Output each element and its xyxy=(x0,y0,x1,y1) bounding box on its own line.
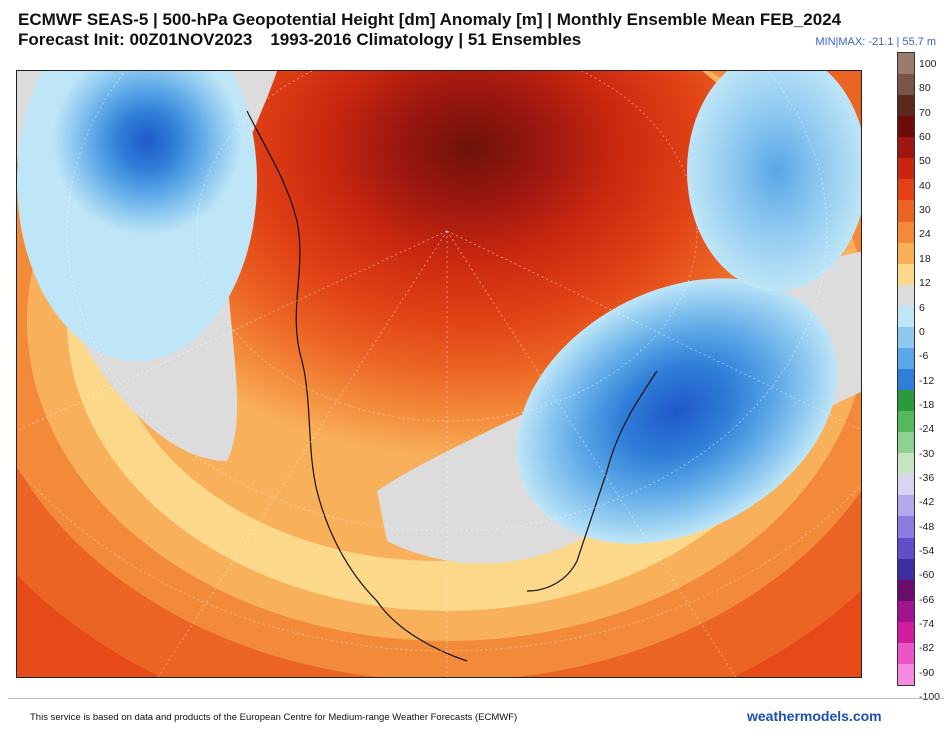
map-title-line1: ECMWF SEAS-5 | 500-hPa Geopotential Heig… xyxy=(18,10,842,29)
colorbar-tick-label: 18 xyxy=(919,252,931,265)
colorbar-tick-label: -90 xyxy=(919,666,935,679)
colorbar-segment xyxy=(898,158,914,180)
colorbar-tick-label: -48 xyxy=(919,520,935,533)
anomaly-map xyxy=(16,70,862,678)
colorbar-segment xyxy=(898,263,914,286)
colorbar-segment xyxy=(898,74,914,96)
colorbar-tick-label: -24 xyxy=(919,423,935,436)
colorbar-segment xyxy=(898,495,914,517)
colorbar-tick-label: -54 xyxy=(919,545,935,557)
colorbar-tick-label: 6 xyxy=(919,301,925,314)
colorbar-segment xyxy=(898,579,914,602)
colorbar-tick-label: 30 xyxy=(919,204,931,217)
colorbar-segment xyxy=(898,453,914,475)
footer-divider xyxy=(8,698,944,699)
colorbar-tick-label: 40 xyxy=(919,179,931,192)
colorbar-tick-label: -66 xyxy=(919,593,935,606)
colorbar-segment xyxy=(898,390,914,412)
colorbar-tick-label: 70 xyxy=(919,106,931,119)
colorbar-tick-label: 60 xyxy=(919,131,931,144)
colorbar-segment xyxy=(898,558,914,581)
colorbar-segment xyxy=(898,411,914,433)
anomaly-map-canvas xyxy=(17,71,861,677)
colorbar-segment xyxy=(898,663,914,686)
colorbar-tick-label: 12 xyxy=(919,277,931,290)
colorbar-segment xyxy=(898,516,914,539)
colorbar-segment xyxy=(898,326,914,349)
colorbar-segment xyxy=(898,432,914,454)
colorbar xyxy=(897,52,915,686)
colorbar-segment xyxy=(898,179,914,201)
brand-link[interactable]: weathermodels.com xyxy=(747,708,882,724)
colorbar-tick-label: 100 xyxy=(919,58,937,70)
colorbar-tick-label: -60 xyxy=(919,569,935,582)
colorbar-tick-label: -6 xyxy=(919,350,929,363)
footer-credit: This service is based on data and produc… xyxy=(30,712,518,723)
climatology-ensembles: 1993-2016 Climatology | 51 Ensembles xyxy=(270,30,582,49)
colorbar-segment xyxy=(898,474,914,496)
colorbar-segment xyxy=(898,347,914,370)
min-max-readout: MIN|MAX: -21.1 | 55.7 m xyxy=(815,36,936,48)
colorbar-segment xyxy=(898,369,914,391)
colorbar-tick-label: -12 xyxy=(919,374,935,387)
map-title-line2: Forecast Init: 00Z01NOV2023 1993-2016 Cli… xyxy=(18,30,581,50)
colorbar-tick-label: -18 xyxy=(919,398,935,411)
colorbar-segment xyxy=(898,537,914,560)
colorbar-tick-label: -74 xyxy=(919,618,935,631)
colorbar-segment xyxy=(898,305,914,328)
colorbar-tick-label: 24 xyxy=(919,228,931,241)
forecast-init: Forecast Init: 00Z01NOV2023 xyxy=(18,30,253,49)
colorbar-tick-label: 50 xyxy=(919,155,931,168)
colorbar-segment xyxy=(898,200,914,223)
colorbar-tick-label: -100 xyxy=(919,691,940,703)
colorbar-segment xyxy=(898,642,914,665)
colorbar-tick-label: -82 xyxy=(919,642,935,655)
colorbar-tick-label: -30 xyxy=(919,447,935,460)
colorbar-segment xyxy=(898,53,914,75)
colorbar-tick-label: 0 xyxy=(919,325,925,338)
colorbar-segment xyxy=(898,242,914,265)
colorbar-segment xyxy=(898,221,914,244)
colorbar-tick-label: -36 xyxy=(919,471,935,484)
colorbar-segment xyxy=(898,95,914,117)
colorbar-segment xyxy=(898,284,914,307)
colorbar-segment xyxy=(898,116,914,138)
colorbar-tick-label: 80 xyxy=(919,82,931,95)
colorbar-tick-label: -42 xyxy=(919,496,935,509)
colorbar-segment xyxy=(898,600,914,623)
colorbar-segment xyxy=(898,137,914,159)
colorbar-segment xyxy=(898,621,914,644)
